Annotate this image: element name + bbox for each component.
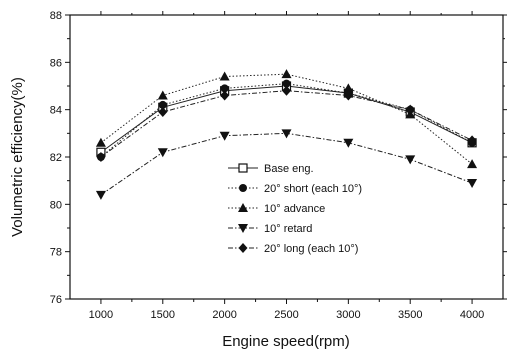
y-tick-label: 86 <box>50 57 62 69</box>
y-tick-label: 88 <box>50 10 62 22</box>
x-tick-label: 3500 <box>398 309 422 321</box>
series <box>96 85 477 162</box>
x-tick-label: 1000 <box>89 309 113 321</box>
x-tick-label: 4000 <box>460 309 484 321</box>
data-point <box>158 107 168 118</box>
legend-item: Base eng. <box>228 163 314 175</box>
data-point <box>219 131 230 141</box>
data-point <box>95 137 106 147</box>
x-tick-label: 2000 <box>212 309 236 321</box>
y-tick-label: 78 <box>50 247 62 259</box>
x-tick-label: 3000 <box>336 309 360 321</box>
data-point <box>467 135 477 146</box>
x-axis-title: Engine speed(rpm) <box>222 333 350 350</box>
legend-label: Base eng. <box>264 163 314 175</box>
y-tick-label: 80 <box>50 199 62 211</box>
data-point <box>467 159 478 169</box>
data-point <box>343 90 353 101</box>
legend-marker <box>238 203 248 212</box>
x-tick-label: 1500 <box>151 309 175 321</box>
plot-frame <box>69 14 504 300</box>
legend-label: 20° long (each 10°) <box>264 243 358 255</box>
legend-marker <box>238 163 248 173</box>
legend-marker <box>239 184 247 192</box>
series-layer <box>95 69 478 200</box>
legend-marker <box>238 224 248 233</box>
x-tick-label: 2500 <box>274 309 298 321</box>
data-point <box>281 129 292 139</box>
data-point <box>220 90 230 101</box>
data-point <box>281 69 292 79</box>
data-point <box>220 84 229 93</box>
series-line <box>100 90 473 158</box>
y-axis-title: Volumetric efficiency(%) <box>9 77 26 237</box>
legend-item: 20° short (each 10°) <box>228 183 362 195</box>
y-tick-label: 76 <box>50 294 62 306</box>
data-point <box>467 179 478 189</box>
y-tick-label: 82 <box>50 152 62 164</box>
data-point <box>157 90 168 100</box>
data-point <box>282 85 291 96</box>
data-point <box>219 71 230 81</box>
legend-label: 10° advance <box>264 203 325 215</box>
legend-label: 20° short (each 10°) <box>264 183 362 195</box>
series <box>95 129 478 200</box>
data-point <box>343 83 354 93</box>
legend-item: 10° advance <box>228 203 325 215</box>
data-point <box>405 104 415 115</box>
y-tick-label: 84 <box>50 105 62 117</box>
data-point <box>405 155 416 165</box>
data-point <box>95 190 106 200</box>
legend-item: 10° retard <box>228 223 312 235</box>
data-point <box>343 138 354 148</box>
legend: Base eng. 20° short (each 10°) 10° advance… <box>228 163 362 255</box>
data-point <box>282 79 291 88</box>
data-point <box>158 100 167 109</box>
data-point <box>96 152 106 162</box>
series-line <box>100 85 473 153</box>
plot-area <box>69 14 504 300</box>
data-point <box>157 148 168 158</box>
legend-label: 10° retard <box>264 223 312 235</box>
ticks: 76 78 80 82 84 86 88 1000 1500 2000 2500 3000 3500 40… <box>50 10 507 321</box>
legend-item: 20° long (each 10°) <box>228 243 358 255</box>
legend-marker <box>238 243 248 253</box>
